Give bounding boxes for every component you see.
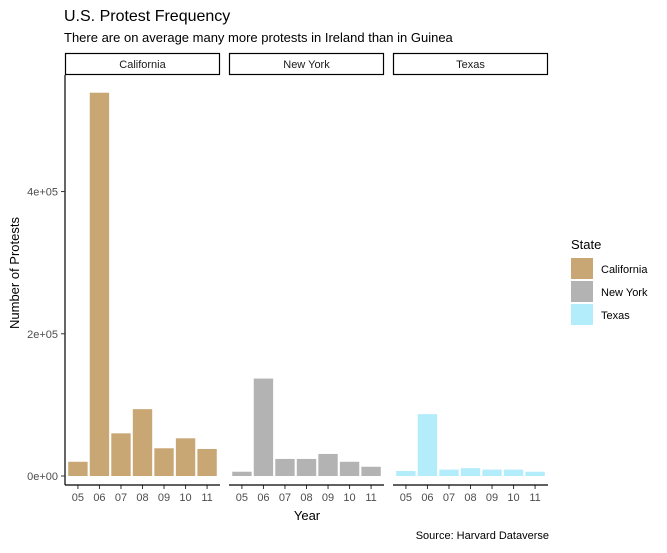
bar-texas-09 <box>482 469 502 476</box>
x-tick-label: 05 <box>72 492 84 504</box>
bar-new-york-05 <box>232 471 252 476</box>
x-tick-label: 07 <box>279 492 291 504</box>
caption: Source: Harvard Dataverse <box>416 530 549 542</box>
facet-strip <box>228 52 385 76</box>
facet-texas: Texas 05 06 07 08 09 10 11 <box>392 52 549 504</box>
y-tick-label: 2e+05 <box>27 329 58 341</box>
bar-texas-07 <box>439 469 459 476</box>
bar-california-07 <box>111 433 131 476</box>
facet-strip <box>64 52 221 76</box>
bar-texas-08 <box>460 468 481 476</box>
x-tick-label: 08 <box>300 492 312 504</box>
y-axis-title: Number of Protests <box>7 217 22 329</box>
x-tick-label: 09 <box>486 492 498 504</box>
bar-new-york-08 <box>296 458 317 476</box>
x-tick-label: 10 <box>179 492 191 504</box>
x-tick-label: 11 <box>529 492 540 504</box>
y-axis: 0e+00 2e+05 4e+05 <box>27 75 66 485</box>
facet-strip-label: California <box>119 59 166 71</box>
legend-label-texas: Texas <box>601 310 630 322</box>
x-tick-label: 05 <box>236 492 248 504</box>
x-tick-label: 10 <box>343 492 355 504</box>
bar-california-10 <box>175 438 196 476</box>
bar-texas-06 <box>417 414 438 476</box>
y-tick-label: 4e+05 <box>27 187 58 199</box>
x-tick-label: 11 <box>201 492 212 504</box>
legend: State California New York Texas <box>571 237 648 325</box>
chart-subtitle: There are on average many more protests … <box>64 30 454 45</box>
bar-california-05 <box>68 461 88 476</box>
bar-texas-11 <box>525 471 545 476</box>
bar-texas-05 <box>396 471 416 476</box>
x-tick-label: 05 <box>400 492 412 504</box>
facet-strip <box>392 52 549 76</box>
x-tick-label: 07 <box>115 492 127 504</box>
chart-title: U.S. Protest Frequency <box>64 8 230 25</box>
facet-new-york: New York 05 06 07 08 09 10 11 <box>228 52 385 504</box>
bar-california-09 <box>154 448 174 476</box>
bar-new-york-06 <box>253 378 274 476</box>
bar-new-york-07 <box>275 458 295 476</box>
bar-california-06 <box>89 92 110 476</box>
facet-california: California 05 06 07 08 09 10 11 <box>64 52 221 504</box>
legend-label-california: California <box>601 264 648 276</box>
bar-new-york-09 <box>318 453 338 476</box>
x-tick-label: 06 <box>421 492 433 504</box>
facet-strip-label: New York <box>283 59 330 71</box>
x-tick-label: 08 <box>136 492 148 504</box>
bar-new-york-10 <box>339 461 360 476</box>
bar-california-11 <box>197 448 217 476</box>
x-axis-title: Year <box>294 508 321 523</box>
legend-title: State <box>571 237 601 252</box>
facet-strip-label: Texas <box>456 59 485 71</box>
facet-panels: California 05 06 07 08 09 10 11 New York 05 06 07 08… <box>64 52 549 504</box>
bar-california-08 <box>132 409 153 476</box>
x-tick-label: 08 <box>464 492 476 504</box>
legend-swatch-california <box>571 258 593 279</box>
x-tick-label: 09 <box>322 492 334 504</box>
x-tick-label: 06 <box>93 492 105 504</box>
x-tick-label: 07 <box>443 492 455 504</box>
legend-label-new-york: New York <box>601 287 648 299</box>
x-tick-label: 11 <box>365 492 376 504</box>
y-tick-label: 0e+00 <box>27 471 58 483</box>
bar-texas-10 <box>503 469 524 476</box>
bar-new-york-11 <box>361 466 381 476</box>
legend-swatch-new-york <box>571 281 593 302</box>
legend-swatch-texas <box>571 304 593 325</box>
x-tick-label: 06 <box>257 492 269 504</box>
x-tick-label: 10 <box>507 492 519 504</box>
x-tick-label: 09 <box>158 492 170 504</box>
